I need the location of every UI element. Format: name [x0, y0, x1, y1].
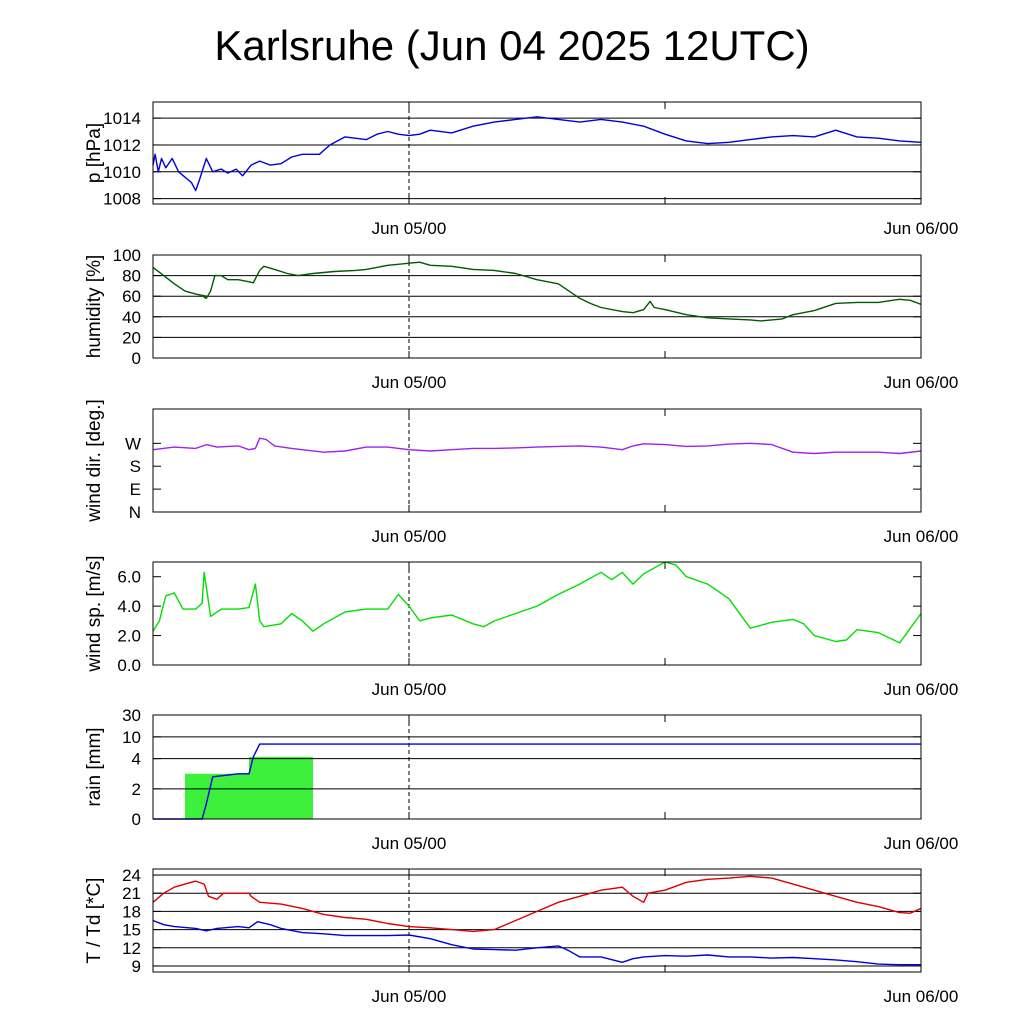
pressure-plot-frame	[152, 101, 922, 205]
temperature-ylabel: T / Td [*C]	[84, 878, 105, 964]
wind_speed-ytick-label-2: 4.0	[117, 597, 141, 616]
temperature-ytick-label-0: 9	[132, 957, 141, 976]
pressure-ylabel: p [hPa]	[84, 123, 105, 183]
wind_speed-ytick-label-1: 2.0	[117, 627, 141, 646]
wind_speed-plot-frame	[152, 561, 922, 666]
wind_dir-series-line-0	[152, 437, 922, 455]
humidity-ytick-label-1: 20	[122, 328, 141, 347]
temperature-xtick-label-1: Jun 06/00	[884, 987, 959, 1006]
wind_dir-ylabel: wind dir. [deg.]	[84, 399, 105, 523]
rain-ytick-label-4: 30	[122, 706, 141, 725]
rain-ytick-label-2: 4	[132, 750, 141, 769]
pressure-xtick-label-1: Jun 06/00	[884, 219, 959, 238]
pressure-ytick-label-2: 1012	[103, 136, 141, 155]
temperature-series-line-1	[152, 919, 921, 966]
temperature-ytick-label-2: 15	[122, 921, 141, 940]
humidity-plot-frame	[152, 254, 922, 359]
temperature-ytick-label-4: 21	[122, 884, 141, 903]
temperature-ytick-label-3: 18	[122, 902, 141, 921]
humidity-ytick-label-2: 40	[122, 308, 141, 327]
wind_dir-ytick-label-2: S	[130, 457, 141, 476]
pressure-series-line-0	[152, 116, 922, 192]
rain-ytick-label-1: 2	[132, 780, 141, 799]
humidity-xtick-label-0: Jun 05/00	[372, 373, 447, 392]
pressure-xtick-label-0: Jun 05/00	[372, 219, 447, 238]
humidity-ytick-label-3: 60	[122, 287, 141, 306]
wind_dir-plot-frame	[152, 408, 922, 513]
humidity-ytick-label-5: 100	[113, 246, 141, 265]
humidity-ytick-label-0: 0	[132, 349, 141, 368]
rain-plot-frame	[152, 714, 922, 820]
wind_speed-xtick-label-1: Jun 06/00	[884, 680, 959, 699]
pressure-ytick-label-3: 1014	[103, 109, 141, 128]
temperature-ytick-label-5: 24	[122, 866, 141, 885]
wind_speed-ytick-label-3: 6.0	[117, 568, 141, 587]
humidity-xtick-label-1: Jun 06/00	[884, 373, 959, 392]
pressure-ytick-label-0: 1008	[103, 190, 141, 209]
temperature-plot-frame	[152, 868, 922, 973]
humidity-ylabel: humidity [%]	[84, 255, 105, 358]
rain-ylabel: rain [mm]	[84, 727, 105, 806]
wind_speed-series-line-0	[152, 561, 922, 644]
humidity-series-line-0	[152, 261, 922, 322]
rain-bar-1	[249, 756, 313, 819]
wind_dir-ytick-label-3: W	[125, 434, 141, 453]
wind_speed-ylabel: wind sp. [m/s]	[84, 555, 105, 672]
rain-series-line-0	[153, 743, 921, 820]
pressure-ytick-label-1: 1010	[103, 163, 141, 182]
rain-ytick-label-0: 0	[132, 810, 141, 829]
wind_dir-ytick-label-1: E	[130, 480, 141, 499]
temperature-ytick-label-1: 12	[122, 939, 141, 958]
rain-ytick-label-3: 10	[122, 728, 141, 747]
humidity-ytick-label-4: 80	[122, 267, 141, 286]
wind_speed-xtick-label-0: Jun 05/00	[372, 680, 447, 699]
chart-title: Karlsruhe (Jun 04 2025 12UTC)	[214, 22, 810, 69]
wind_dir-xtick-label-1: Jun 06/00	[884, 527, 959, 546]
rain-bar-0	[185, 773, 249, 819]
temperature-series-line-0	[152, 875, 922, 933]
rain-xtick-label-1: Jun 06/00	[884, 834, 959, 853]
temperature-xtick-label-0: Jun 05/00	[372, 987, 447, 1006]
wind_dir-ytick-label-0: N	[129, 503, 141, 522]
wind_dir-xtick-label-0: Jun 05/00	[372, 527, 447, 546]
wind_speed-ytick-label-0: 0.0	[117, 656, 141, 675]
rain-xtick-label-0: Jun 05/00	[372, 834, 447, 853]
